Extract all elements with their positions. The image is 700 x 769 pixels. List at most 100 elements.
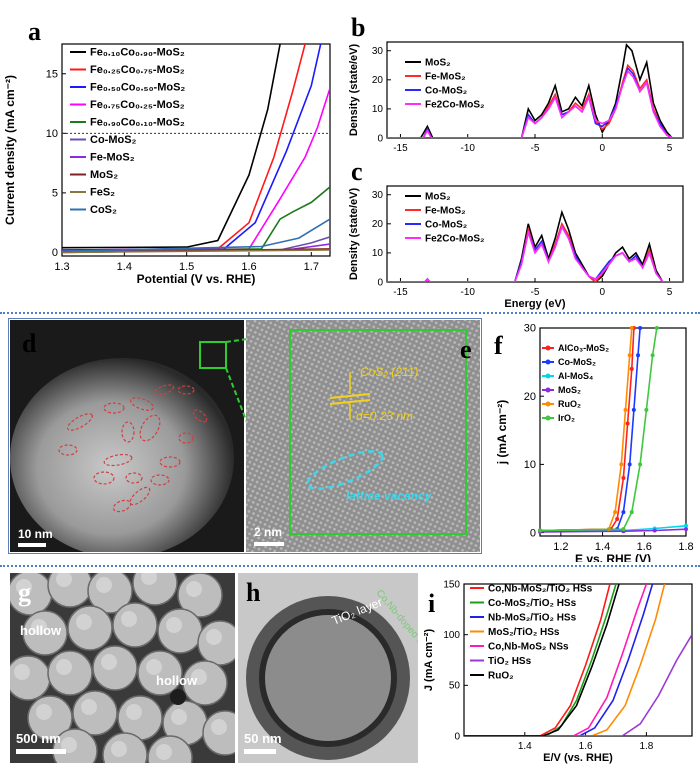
legend-marker-f-4	[545, 401, 551, 407]
legend-label-i-0: Co,Nb-MoS₂/TiO₂ HSs	[488, 583, 593, 594]
scale-label-d: 10 nm	[18, 527, 53, 541]
series-line-a-8	[62, 249, 330, 254]
series-point-f-5-2	[629, 510, 634, 515]
legend-label-c-0: MoS₂	[425, 191, 451, 202]
x-axis-label-a: Potential (V vs. RHE)	[137, 272, 256, 286]
series-point-f-3-3	[684, 527, 688, 532]
sem-highlight-16	[81, 699, 97, 715]
y-tick-label-i-3: 150	[443, 579, 460, 590]
divider-bottom	[0, 565, 700, 567]
hollow-label-1: hollow	[20, 623, 62, 638]
micrograph-h: TiO₂ layer Co,Nb-doped MoS₂ 50 nm h	[238, 573, 418, 763]
legend-label-i-3: MoS₂/TiO₂ HSs	[488, 627, 560, 638]
legend-label-a-9: CoS₂	[90, 204, 117, 216]
legend-label-i-6: RuO₂	[488, 670, 514, 681]
scale-bar-e	[254, 542, 284, 546]
x-tick-label-f-0: 1.2	[553, 541, 568, 553]
legend-label-a-4: Fe₀.₉₀Co₀.₁₀-MoS₂	[90, 117, 185, 129]
series-line-i-2	[464, 584, 654, 736]
panel-label-d: d	[22, 329, 37, 358]
legend-label-c-1: Fe-MoS₂	[425, 205, 466, 216]
sem-highlight-13	[146, 659, 162, 675]
sem-highlight-8	[166, 617, 182, 633]
scale-bar-g	[16, 749, 66, 754]
legend-label-a-2: Fe₀.₅₀Co₀.₅₀-MoS₂	[90, 82, 185, 94]
sem-highlight-12	[101, 654, 117, 670]
legend-label-f-2: Al-MoS₄	[558, 371, 593, 381]
x-tick-label-c-2: -5	[531, 287, 540, 298]
plot-i: 1.4 1.6 1.8 0 50 100 150 E/V (vs. RHE) J (mA cm⁻…	[423, 579, 693, 764]
x-axis-label-c: Energy (eV)	[504, 298, 565, 310]
y-tick-label-a-2: 10	[46, 128, 58, 140]
series-point-f-5-5	[650, 353, 655, 358]
legend-marker-f-5	[545, 415, 551, 421]
plot-f: 1.2 1.4 1.6 1.8 0 10 20 30 E vs. RHE (V) j (mA cm…	[495, 323, 694, 562]
y-tick-label-f-2: 20	[524, 391, 536, 403]
scale-label-e: 2 nm	[254, 525, 282, 539]
panel-b: b -15 -10 -5 0 5 0 10 20 30 Energy (eV) Density (s…	[348, 13, 684, 155]
x-axis-label-i: E/V (vs. RHE)	[543, 752, 613, 764]
x-tick-label-b-2: -5	[531, 143, 540, 154]
series-point-f-5-3	[638, 462, 643, 467]
legend-label-a-8: FeS₂	[90, 187, 115, 199]
micrograph-g: hollow hollow 500 nm g	[10, 573, 235, 763]
scale-bar-h	[244, 749, 276, 754]
panel-label-a: a	[28, 17, 41, 46]
x-axis-label-f: E vs. RHE (V)	[575, 552, 651, 562]
series-point-f-3-2	[652, 528, 657, 533]
sem-highlight-19	[211, 719, 227, 735]
series-line-c-3	[387, 224, 683, 282]
panel-c: c -15 -10 -5 0 5 0 10 20 30 Energy (eV) Density (s…	[348, 157, 684, 310]
series-point-f-4-5	[627, 353, 632, 358]
series-line-a-4	[62, 186, 330, 253]
y-axis-label-f: j (mA cm⁻²)	[495, 400, 509, 466]
panel-label-c: c	[351, 157, 363, 186]
divider-top	[0, 312, 700, 314]
legend-marker-f-0	[545, 345, 551, 351]
legend-marker-f-2	[545, 373, 551, 379]
x-tick-label-c-0: -15	[393, 287, 408, 298]
panel-f: f 1.2 1.4 1.6 1.8 0 10 20 30 E vs. RHE (V) j (mA …	[494, 323, 694, 562]
y-tick-label-b-1: 10	[372, 104, 384, 115]
legend-label-f-3: MoS₂	[558, 385, 581, 395]
y-axis-label-c: Density (state/eV)	[348, 188, 360, 281]
plot-c: -15 -10 -5 0 5 0 10 20 30 Energy (eV) Density (sta…	[348, 185, 684, 310]
panel-i: i 1.4 1.6 1.8 0 50 100 150 E/V (vs. RHE) J (mA c…	[423, 579, 693, 764]
series-line-a-0	[62, 44, 281, 249]
plane-label: CoS₂ (211)	[360, 365, 418, 379]
y-tick-label-f-1: 10	[524, 459, 536, 471]
legend-label-c-3: Fe2Co-MoS₂	[425, 233, 484, 244]
sem-sphere-11	[47, 650, 93, 696]
series-point-f-0-5	[629, 366, 634, 371]
x-tick-label-b-4: 5	[667, 143, 673, 154]
sem-highlight-6	[76, 614, 92, 630]
x-tick-label-i-1: 1.6	[579, 741, 593, 752]
legend-marker-f-3	[545, 387, 551, 393]
x-tick-label-c-1: -10	[461, 287, 476, 298]
legend-label-b-0: MoS₂	[425, 57, 451, 68]
panel-label-g: g	[18, 578, 31, 607]
series-line-f-3	[540, 528, 686, 533]
series-point-f-4-2	[613, 510, 618, 515]
legend-label-a-0: Fe₀.₁₀Co₀.₉₀-MoS₂	[90, 47, 185, 59]
x-tick-label-c-4: 5	[667, 287, 673, 298]
x-tick-label-a-1: 1.4	[117, 261, 132, 273]
legend-label-f-1: Co-MoS₂	[558, 357, 596, 367]
sem-highlight-18	[171, 709, 187, 725]
sem-sphere-16	[72, 690, 118, 736]
sem-highlight-9	[206, 629, 222, 645]
x-tick-label-a-3: 1.6	[241, 261, 256, 273]
legend-marker-f-1	[545, 359, 551, 365]
hollow-label-2: hollow	[156, 673, 198, 688]
series-point-f-5-6	[654, 326, 659, 330]
series-line-i-3	[464, 584, 666, 736]
x-tick-label-b-3: 0	[599, 143, 605, 154]
sem-sphere-6	[67, 605, 113, 651]
series-point-f-1-3	[627, 462, 632, 467]
sem-highlight-4	[186, 581, 202, 597]
series-point-f-1-4	[631, 407, 636, 412]
legend-label-a-5: Co-MoS₂	[90, 134, 137, 146]
y-axis-label-a: Current density (mA cm⁻²)	[3, 75, 17, 225]
y-tick-label-f-0: 0	[530, 527, 536, 539]
series-line-i-1	[464, 584, 617, 736]
